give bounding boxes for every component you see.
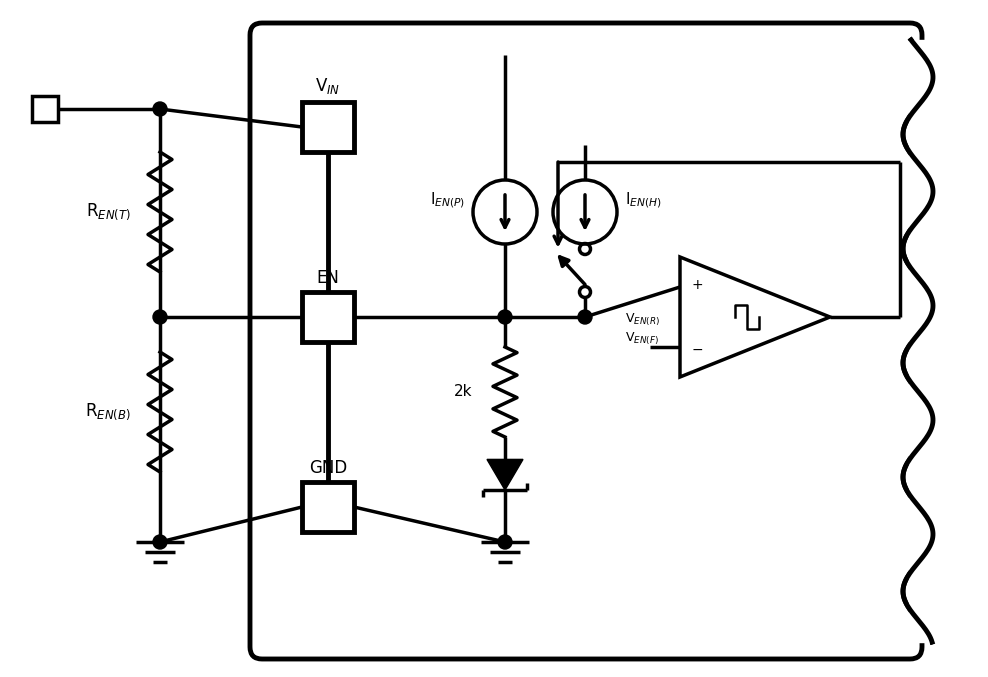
Text: R$_{EN(B)}$: R$_{EN(B)}$ xyxy=(85,401,130,422)
Text: EN: EN xyxy=(316,269,340,287)
Text: V$_{EN(R)}$
V$_{EN(F)}$: V$_{EN(R)}$ V$_{EN(F)}$ xyxy=(624,311,659,347)
Circle shape xyxy=(578,310,592,324)
Text: I$_{EN(H)}$: I$_{EN(H)}$ xyxy=(625,190,662,210)
Circle shape xyxy=(498,310,512,324)
Bar xyxy=(32,96,58,122)
Circle shape xyxy=(153,535,167,549)
Bar xyxy=(302,292,354,342)
Text: V$_{IN}$: V$_{IN}$ xyxy=(315,76,341,96)
Text: +: + xyxy=(692,278,702,292)
Text: GND: GND xyxy=(309,459,347,477)
Bar xyxy=(302,482,354,532)
Text: $-$: $-$ xyxy=(691,342,703,356)
Polygon shape xyxy=(487,460,523,490)
Circle shape xyxy=(153,102,167,116)
Text: R$_{EN(T)}$: R$_{EN(T)}$ xyxy=(86,202,130,222)
Circle shape xyxy=(498,535,512,549)
Text: I$_{EN(P)}$: I$_{EN(P)}$ xyxy=(430,190,465,210)
Text: 2k: 2k xyxy=(453,385,472,399)
Bar xyxy=(302,102,354,152)
Circle shape xyxy=(153,310,167,324)
